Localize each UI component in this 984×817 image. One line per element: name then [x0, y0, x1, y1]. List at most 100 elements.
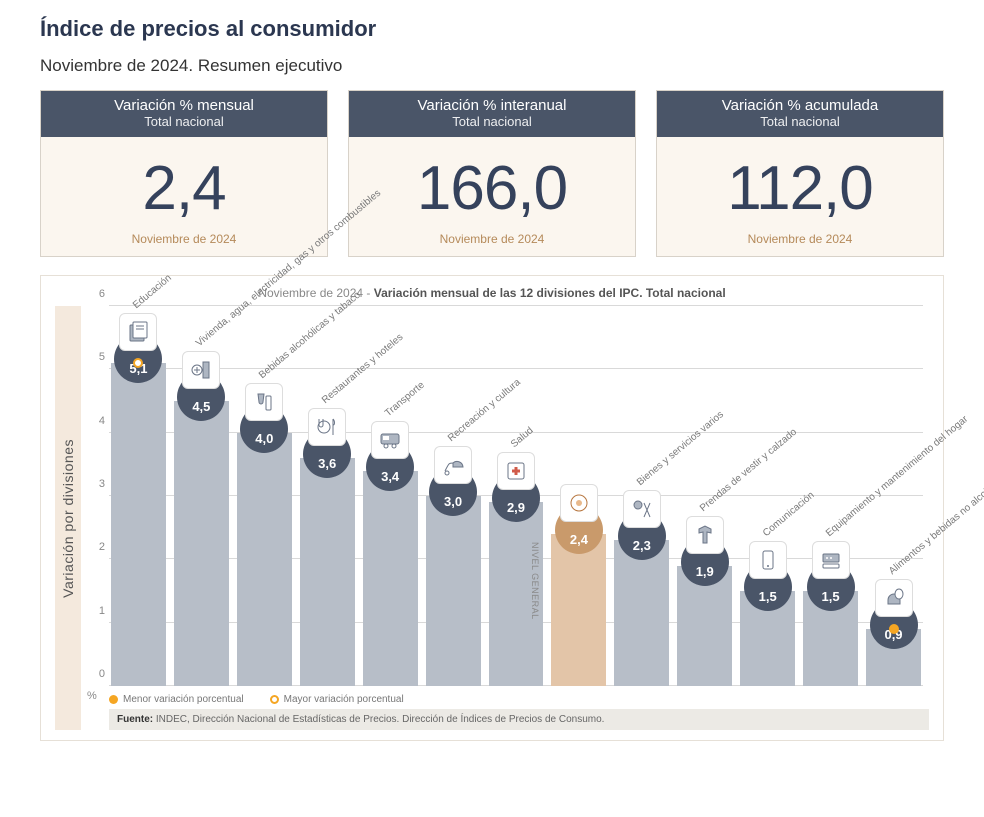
ytick-label: 1: [87, 605, 105, 617]
page-title: Índice de precios al consumidor: [40, 16, 944, 42]
page-subtitle: Noviembre de 2024. Resumen ejecutivo: [40, 56, 944, 76]
value-badge: 1,9: [681, 538, 729, 586]
bar-slot: 2,9 Salud: [489, 306, 544, 686]
value-text: 2,3: [633, 538, 651, 553]
legend-max-label: Mayor variación porcentual: [284, 694, 404, 705]
bar-slot: 4,0Bebidas alcohólicas y tabaco: [237, 306, 292, 686]
percent-symbol: %: [87, 690, 97, 702]
card-footer: Noviembre de 2024: [41, 232, 327, 256]
metric-cards-row: Variación % mensualTotal nacional2,4Novi…: [40, 90, 944, 257]
category-label: Salud: [509, 425, 536, 450]
transport-icon: [371, 421, 409, 459]
card-footer: Noviembre de 2024: [349, 232, 635, 256]
value-badge: 2,3: [618, 512, 666, 560]
max-marker: [133, 358, 143, 368]
value-text: 2,4: [570, 532, 588, 547]
clothing-icon: [686, 516, 724, 554]
bars-group: 5,1Educación4,5Vivienda, agua, electrici…: [109, 306, 923, 686]
education-icon: [119, 313, 157, 351]
bar-slot: 1,5Comunicación: [740, 306, 795, 686]
chart-title: Noviembre de 2024 - Variación mensual de…: [55, 286, 929, 300]
value-text: 4,5: [192, 399, 210, 414]
card-value: 166,0: [349, 137, 635, 232]
bar: [363, 471, 418, 686]
bar-slot: 2,3Bienes y servicios varios: [614, 306, 669, 686]
bar-slot: 3,0Recreación y cultura: [426, 306, 481, 686]
value-badge: 4,5: [177, 373, 225, 421]
bar-slot: 3,6Restaurantes y hoteles: [300, 306, 355, 686]
value-badge: 1,5: [744, 563, 792, 611]
card-metric-scope: Total nacional: [353, 114, 631, 129]
value-badge: 3,0: [429, 468, 477, 516]
value-text: 3,4: [381, 469, 399, 484]
bar-slot: 1,9Prendas de vestir y calzado: [677, 306, 732, 686]
source-label: Fuente:: [117, 714, 153, 725]
card-metric-scope: Total nacional: [661, 114, 939, 129]
value-badge: 4,0: [240, 405, 288, 453]
legend-max-dot: [270, 695, 279, 704]
card-metric-scope: Total nacional: [45, 114, 323, 129]
chart-title-bold: Variación mensual de las 12 divisiones d…: [374, 286, 726, 300]
card-footer: Noviembre de 2024: [657, 232, 943, 256]
legend-min: Menor variación porcentual: [109, 694, 244, 705]
source-text: INDEC, Dirección Nacional de Estadística…: [156, 714, 605, 725]
communication-icon: [749, 541, 787, 579]
bar-slot: 0,9Alimentos y bebidas no alcohólicas: [866, 306, 921, 686]
value-badge: 2,4: [555, 506, 603, 554]
value-text: 4,0: [255, 431, 273, 446]
value-text: 1,5: [759, 589, 777, 604]
ytick-label: 3: [87, 478, 105, 490]
chart-legend: Menor variación porcentual Mayor variaci…: [109, 694, 929, 705]
legend-max: Mayor variación porcentual: [270, 694, 404, 705]
alcohol-icon: [245, 383, 283, 421]
card-head: Variación % interanualTotal nacional: [349, 91, 635, 137]
health-icon: [497, 452, 535, 490]
bar: [614, 540, 669, 686]
value-text: 2,9: [507, 500, 525, 515]
bar-slot: 1,5Equipamiento y mantenimiento del hoga…: [803, 306, 858, 686]
chart-container: Noviembre de 2024 - Variación mensual de…: [40, 275, 944, 741]
food-icon: [875, 579, 913, 617]
metric-card-0: Variación % mensualTotal nacional2,4Novi…: [40, 90, 328, 257]
card-metric-name: Variación % interanual: [353, 97, 631, 114]
value-badge: 2,9: [492, 474, 540, 522]
y-axis-label-strip: Variación por divisiones: [55, 306, 81, 730]
bar-slot: 5,1Educación: [111, 306, 166, 686]
bar-slot: NIVEL GENERAL2,4: [551, 306, 606, 686]
housing-icon: [182, 351, 220, 389]
legend-min-dot: [109, 695, 118, 704]
category-label: Alimentos y bebidas no alcohólicas: [886, 469, 984, 577]
value-text: 1,5: [822, 589, 840, 604]
chart-source: Fuente: INDEC, Dirección Nacional de Est…: [109, 709, 929, 730]
restaurant-icon: [308, 408, 346, 446]
ytick-label: 5: [87, 351, 105, 363]
home-equip-icon: [812, 541, 850, 579]
metric-card-1: Variación % interanualTotal nacional166,…: [348, 90, 636, 257]
bar: [426, 496, 481, 686]
bar-slot: 3,4Transporte: [363, 306, 418, 686]
y-axis-label: Variación por divisiones: [60, 439, 76, 598]
bar: [300, 458, 355, 686]
value-badge: 3,6: [303, 430, 351, 478]
bar: [237, 433, 292, 686]
bar: [111, 363, 166, 686]
misc-icon: [623, 490, 661, 528]
metric-card-2: Variación % acumuladaTotal nacional 112,0…: [656, 90, 944, 257]
value-text: 3,6: [318, 456, 336, 471]
bar-vertical-label: NIVEL GENERAL: [530, 542, 540, 620]
min-marker: [889, 624, 899, 634]
card-value: 2,4: [41, 137, 327, 232]
bar-slot: 4,5Vivienda, agua, electricidad, gas y o…: [174, 306, 229, 686]
card-value: 112,0: [657, 137, 943, 232]
value-text: 3,0: [444, 494, 462, 509]
card-metric-name: Variación % acumulada: [661, 97, 939, 114]
ytick-label: 2: [87, 541, 105, 553]
legend-min-label: Menor variación porcentual: [123, 694, 244, 705]
value-badge: 3,4: [366, 443, 414, 491]
ytick-label: 4: [87, 415, 105, 427]
card-metric-name: Variación % mensual: [45, 97, 323, 114]
bar: NIVEL GENERAL: [551, 534, 606, 686]
card-head: Variación % mensualTotal nacional: [41, 91, 327, 137]
plot-area: 0123456 5,1Educación4,5Vivienda, agua, e…: [109, 306, 923, 686]
category-label: Transporte: [383, 379, 427, 418]
